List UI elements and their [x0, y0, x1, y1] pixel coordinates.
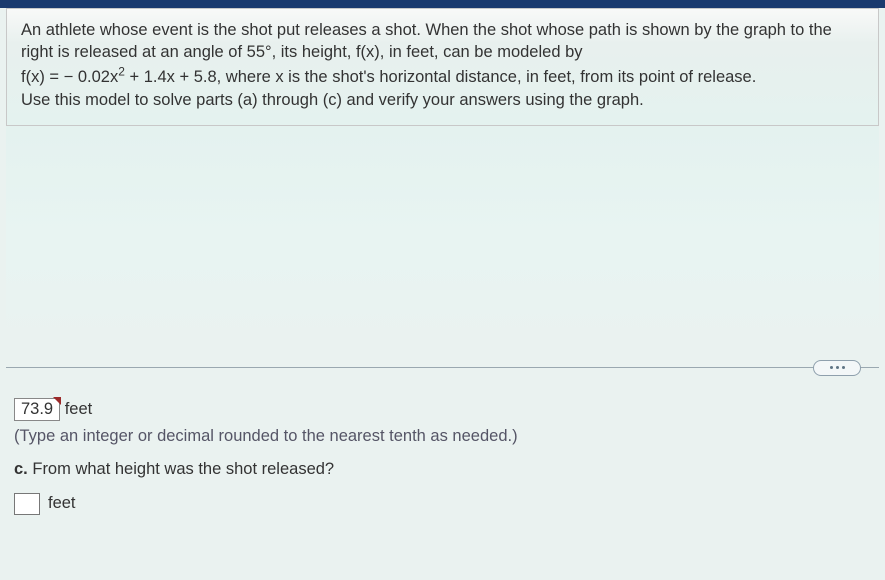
problem-intro: An athlete whose event is the shot put r… [21, 19, 864, 64]
dot-icon [830, 366, 833, 369]
answer-hint: (Type an integer or decimal rounded to t… [14, 427, 871, 446]
part-c-text: From what height was the shot released? [32, 460, 334, 478]
part-c-question: c. From what height was the shot release… [14, 460, 871, 479]
answer-value: 73.9 [21, 400, 53, 418]
answer-unit: feet [65, 400, 93, 418]
part-c-unit: feet [48, 494, 76, 513]
previous-answer-row: 73.9 feet [14, 398, 871, 421]
window-top-bar [0, 0, 885, 8]
graph-area-placeholder [6, 126, 879, 356]
more-options-button[interactable] [813, 360, 861, 376]
problem-equation: f(x) = − 0.02x2 + 1.4x + 5.8, where x is… [21, 66, 864, 89]
eq-prefix: f(x) = − 0.02x [21, 68, 118, 86]
part-c-answer-input[interactable] [14, 493, 40, 515]
dot-icon [836, 366, 839, 369]
answer-corner-icon [53, 397, 61, 405]
problem-panel: An athlete whose event is the shot put r… [6, 8, 879, 126]
part-c-input-row: feet [14, 493, 871, 515]
eq-suffix: + 1.4x + 5.8, where x is the shot's hori… [125, 68, 756, 86]
dot-icon [842, 366, 845, 369]
eq-exponent: 2 [118, 64, 125, 78]
answer-value-box[interactable]: 73.9 [14, 398, 60, 421]
part-c-label: c. [14, 460, 28, 478]
answer-section: 73.9 feet (Type an integer or decimal ro… [6, 398, 879, 515]
problem-instruction: Use this model to solve parts (a) throug… [21, 89, 864, 111]
divider-line [6, 367, 879, 368]
section-divider [6, 356, 879, 380]
